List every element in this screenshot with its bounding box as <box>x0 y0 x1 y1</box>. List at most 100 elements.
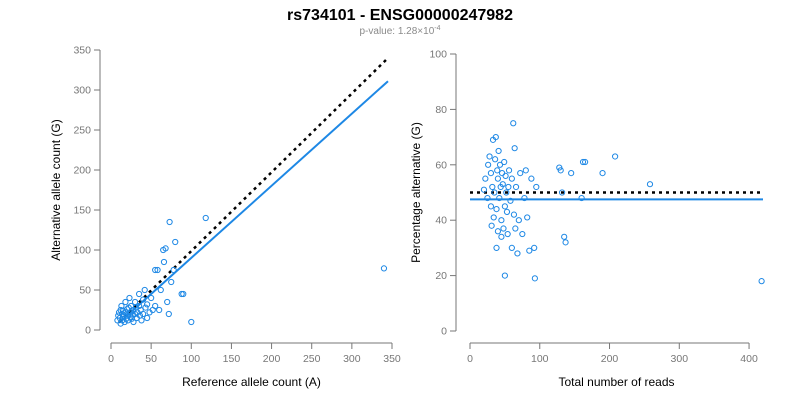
data-point <box>504 230 511 238</box>
data-point <box>533 183 540 191</box>
data-point <box>521 194 528 202</box>
x-tick-label: 250 <box>303 353 321 365</box>
data-point <box>522 167 529 174</box>
data-point <box>491 189 498 196</box>
data-point <box>558 189 566 196</box>
data-point <box>162 245 169 252</box>
data-point <box>172 238 179 246</box>
data-point <box>510 120 517 127</box>
y-axis-label: Alternative allele count (G) <box>49 119 63 260</box>
percentage-alternative-scatter-panel: 0 20 40 60 80 100 0 100 200 300 400 Total number of… <box>409 49 765 389</box>
expected-ratio-line <box>118 57 389 323</box>
data-point <box>138 317 145 324</box>
x-axis-label: Total number of reads <box>558 375 674 389</box>
data-point <box>168 278 175 286</box>
p-value-text: p-value: 1.28×10 <box>359 26 434 37</box>
data-point <box>157 286 164 294</box>
data-point <box>484 194 491 202</box>
data-point <box>180 290 187 298</box>
data-point <box>485 161 492 168</box>
data-point <box>561 233 568 240</box>
data-point <box>612 153 619 160</box>
data-point <box>505 183 512 191</box>
data-point <box>519 230 526 238</box>
y-tick-label: 40 <box>435 215 447 227</box>
data-point <box>494 167 501 174</box>
x-tick-label: 100 <box>531 353 549 365</box>
data-point <box>493 244 500 251</box>
x-tick-label: 150 <box>223 353 241 365</box>
data-point <box>493 206 500 213</box>
data-point <box>503 208 511 215</box>
y-tick-label: 0 <box>85 325 91 337</box>
y-tick-label: 0 <box>441 326 447 338</box>
data-point <box>507 197 514 204</box>
data-point <box>482 175 489 182</box>
data-point <box>131 298 139 306</box>
data-point <box>142 304 149 311</box>
y-axis-label: Percentage alternative (G) <box>409 122 423 263</box>
data-point <box>500 225 507 232</box>
x-tick-label: 0 <box>467 353 473 365</box>
data-point <box>122 298 129 306</box>
data-point <box>502 172 509 179</box>
data-point <box>492 156 499 163</box>
data-point <box>489 183 496 191</box>
data-point <box>156 306 163 314</box>
data-point <box>495 147 502 155</box>
data-point <box>136 290 143 298</box>
data-point <box>498 170 506 177</box>
data-point <box>152 302 159 310</box>
x-tick-label: 350 <box>383 353 401 365</box>
data-point <box>501 158 508 166</box>
x-tick-label: 200 <box>601 353 619 365</box>
fitted-line <box>118 80 389 324</box>
data-point <box>494 175 502 182</box>
data-point <box>499 181 506 188</box>
data-point <box>512 183 520 191</box>
y-tick-label: 150 <box>73 205 91 217</box>
chart-title: rs734101 - ENSG00000247982 <box>287 7 513 24</box>
data-point <box>488 222 495 229</box>
x-tick-label: 300 <box>343 353 361 365</box>
allele-count-scatter-panel: 0 50 100 150 200 250 300 350 0 50 100 150 200 250 300 3… <box>49 45 401 390</box>
data-point <box>517 170 524 177</box>
data-point <box>557 167 564 174</box>
data-point <box>511 145 518 152</box>
data-point <box>140 310 147 318</box>
x-tick-label: 400 <box>740 353 758 365</box>
data-point <box>126 294 133 302</box>
data-point <box>528 175 535 182</box>
data-point <box>501 272 508 279</box>
x-tick-label: 50 <box>145 353 157 365</box>
p-value-subtitle: p-value: 1.28×10-4 <box>359 25 440 37</box>
data-point <box>562 239 569 246</box>
y-tick-label: 20 <box>435 270 447 282</box>
data-point <box>380 265 388 272</box>
data-point <box>170 266 177 274</box>
data-point <box>578 194 585 202</box>
data-point <box>490 214 497 221</box>
data-point <box>505 167 513 174</box>
data-point <box>494 228 502 235</box>
y-tick-label: 200 <box>73 165 91 177</box>
data-point <box>487 203 495 210</box>
data-point <box>646 181 654 188</box>
data-point <box>480 186 488 193</box>
data-point <box>526 247 533 254</box>
data-point <box>154 266 161 274</box>
data-point <box>568 170 575 177</box>
data-point <box>498 233 505 240</box>
data-point <box>496 194 503 202</box>
data-point <box>130 318 137 326</box>
data-point <box>515 217 522 224</box>
data-point <box>508 175 515 182</box>
y-tick-label: 100 <box>429 49 447 61</box>
data-point <box>510 211 518 218</box>
data-point <box>121 318 128 326</box>
y-tick-label: 60 <box>435 159 447 171</box>
data-point <box>148 294 155 302</box>
y-tick-label: 80 <box>435 104 447 116</box>
data-point <box>152 266 159 274</box>
